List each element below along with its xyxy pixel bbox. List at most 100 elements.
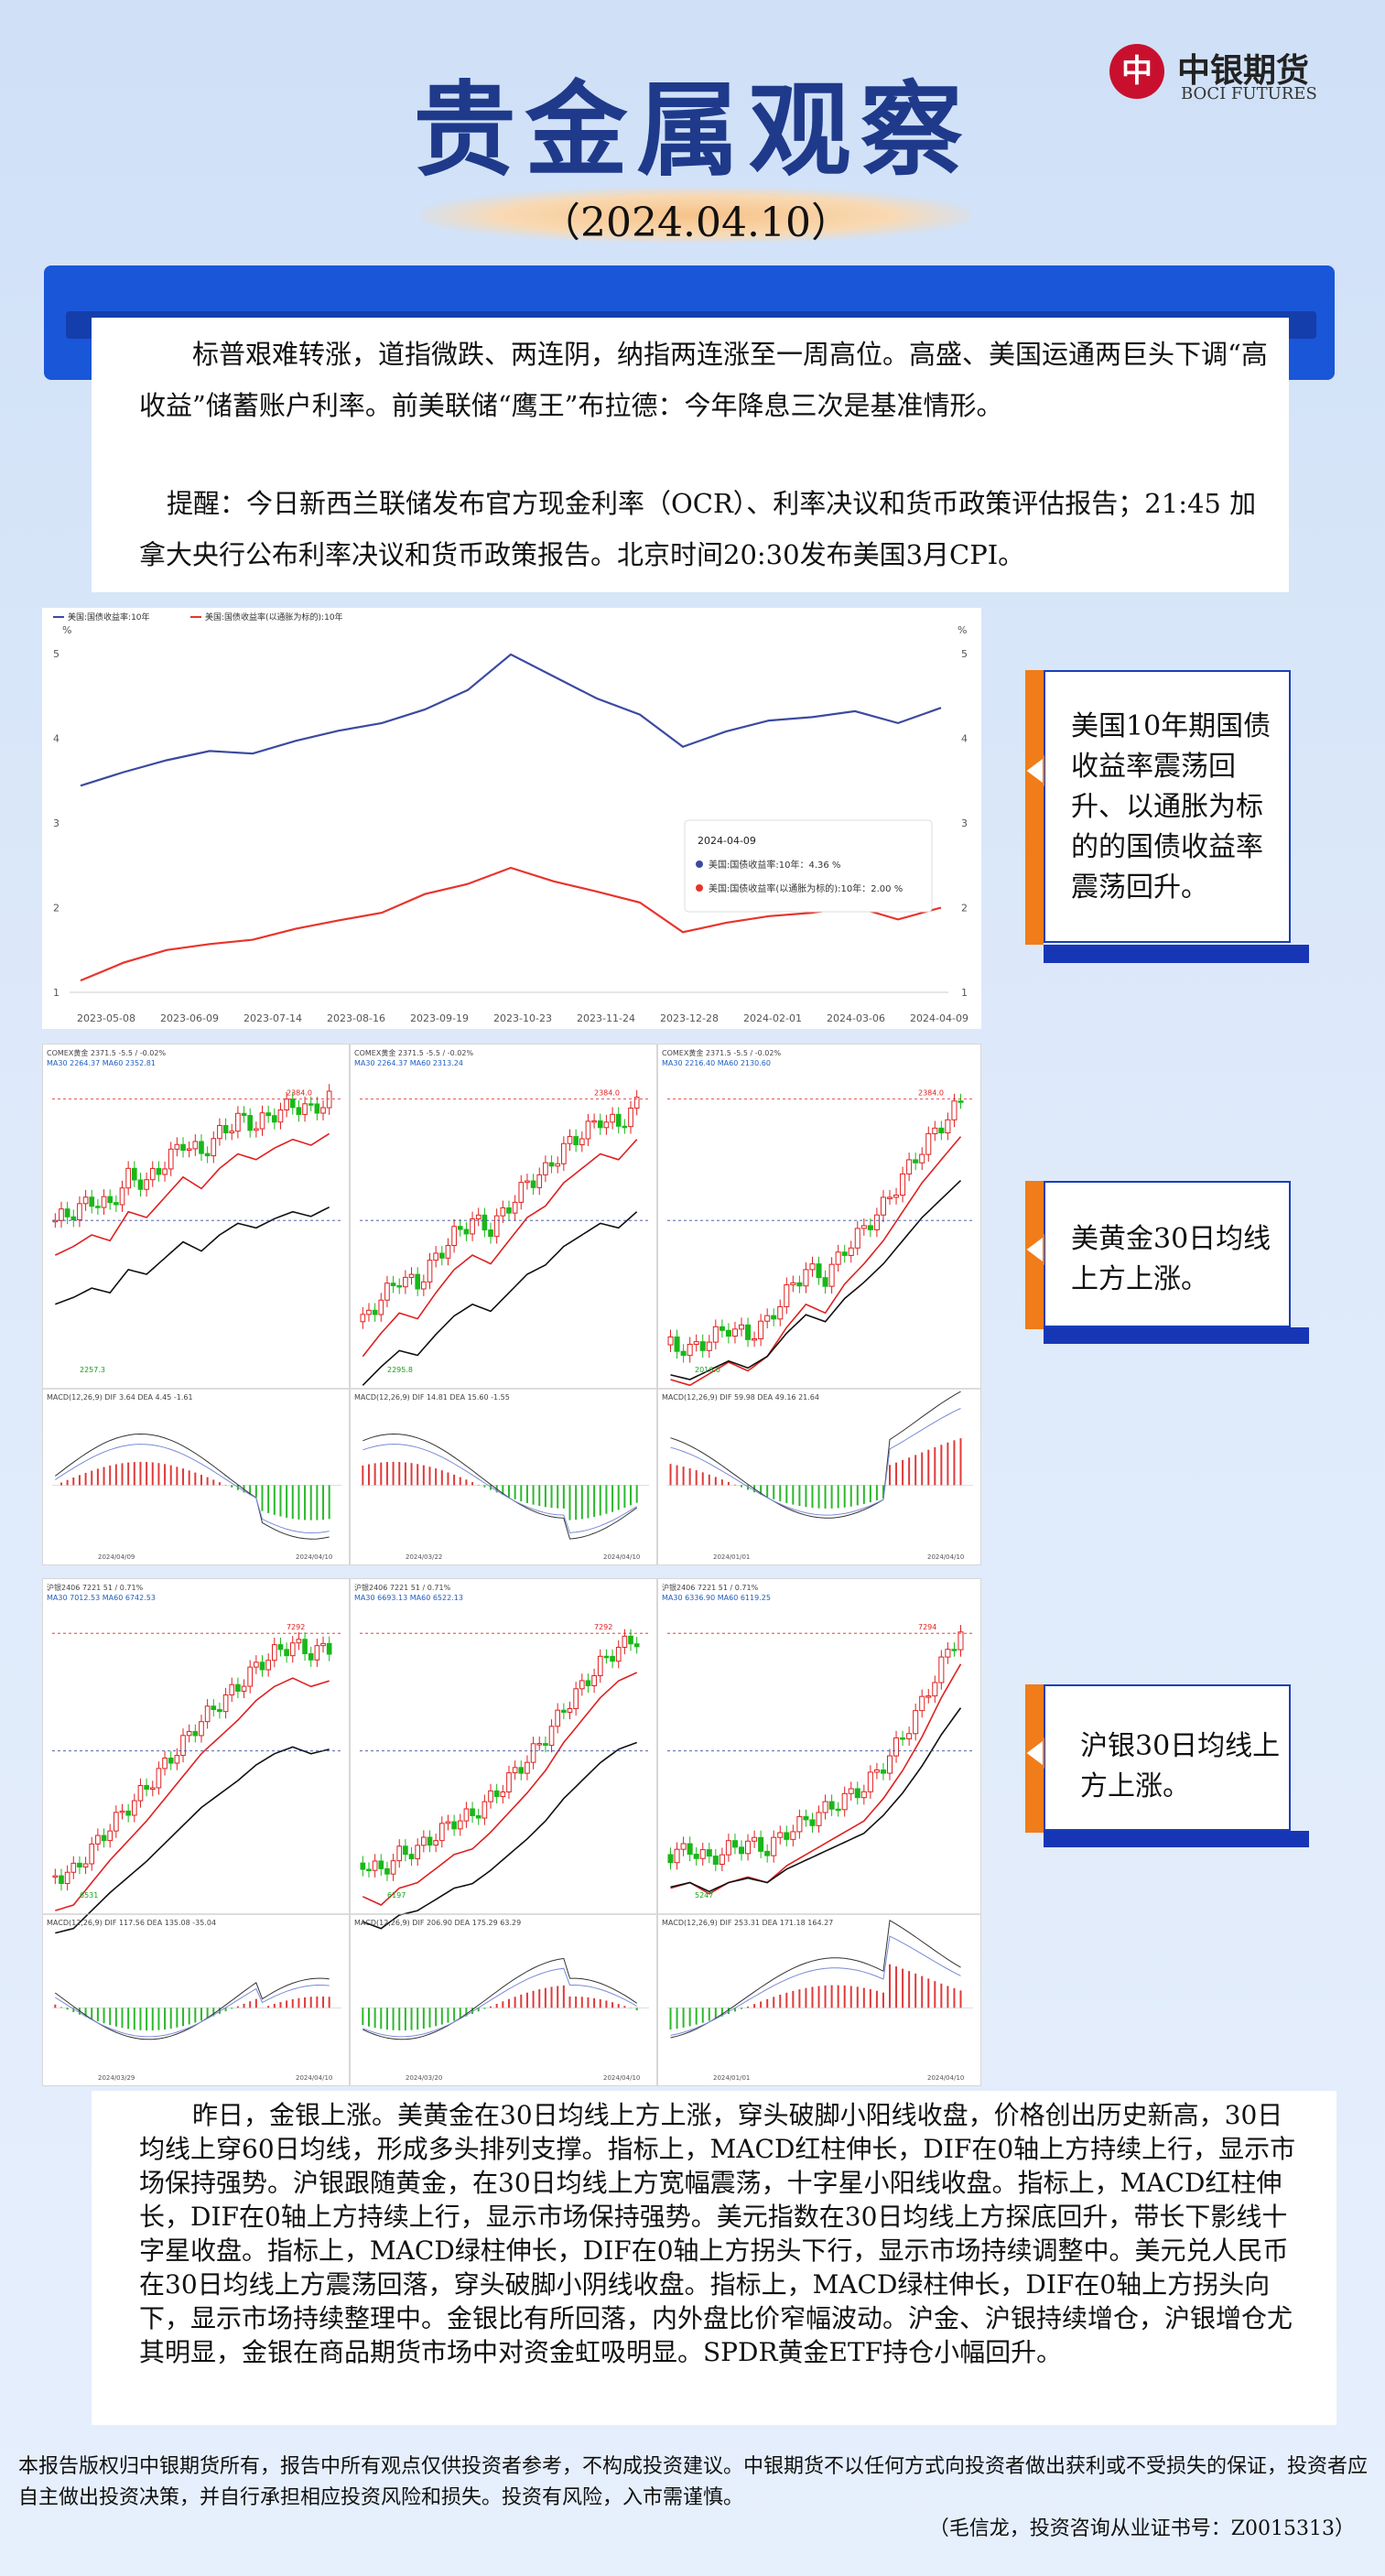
macd-bar <box>869 1485 871 1503</box>
label-high: 2384.0 <box>918 1088 944 1097</box>
panel-header: 沪银2406 7221 51 / 0.71% <box>47 1584 144 1592</box>
macd-bar <box>465 2008 468 2017</box>
macd-bar <box>447 2008 449 2023</box>
macd-bar <box>817 1986 820 2008</box>
macd-bar <box>824 1985 827 2008</box>
macd-bar <box>611 2002 614 2008</box>
candle-body <box>302 1639 308 1654</box>
candle-body <box>597 1120 603 1129</box>
dea-line <box>362 1967 637 2038</box>
macd-bar <box>837 1485 839 1509</box>
macd-bar <box>291 1998 294 2008</box>
company-logo: 中 中银期货 BOCI FUTURES <box>1109 40 1357 109</box>
macd-bar <box>914 1973 917 2008</box>
candle-body <box>860 1791 867 1799</box>
macd-bar <box>921 1452 924 1486</box>
candle-body <box>913 1710 919 1735</box>
candle-body <box>482 1214 488 1231</box>
candle-body <box>180 1143 186 1152</box>
candle-body <box>77 1862 82 1867</box>
candle-body <box>360 1314 366 1323</box>
tooltip-dot-1 <box>696 860 703 868</box>
dif-line <box>55 1977 330 2040</box>
candle-body <box>149 1787 156 1791</box>
candle-body <box>951 1649 958 1651</box>
macd-bar <box>188 2008 190 2025</box>
macd-bar <box>676 2008 678 2029</box>
note-gold-text: 美黄金30日均线上方上涨。 <box>1071 1223 1271 1295</box>
macd-bar <box>254 1485 257 1498</box>
candle-body <box>384 1867 390 1875</box>
candle-body <box>674 1848 680 1864</box>
macd-bar <box>224 2008 227 2012</box>
candle-body <box>880 1196 886 1216</box>
macd-bar <box>568 1485 571 1521</box>
candle-body <box>131 1800 137 1816</box>
candle-body <box>745 1840 752 1855</box>
candle-body <box>536 1743 543 1746</box>
candle-body <box>803 1815 809 1821</box>
date-left: 2024/03/29 <box>98 2074 135 2082</box>
macd-bar <box>188 1470 190 1486</box>
candle-body <box>873 1214 880 1230</box>
macd-bar <box>410 1463 413 1486</box>
macd-bar <box>927 1978 930 2008</box>
macd-bar <box>617 2004 620 2008</box>
candle-body <box>873 1770 880 1773</box>
x-tick-label: 2023-07-14 <box>243 1012 302 1024</box>
macd-bar <box>206 2008 209 2019</box>
macd-bar <box>779 1995 782 2008</box>
candle-body <box>125 1167 131 1189</box>
macd-bar <box>279 1485 282 1517</box>
alert-paragraph: 提醒：今日新西兰联储发布官方现金利率（OCR）、利率决议和货币政策评估报告；21… <box>139 488 1257 570</box>
candle-body <box>518 1767 525 1774</box>
macd-bar <box>279 2002 282 2008</box>
date-left: 2024/01/01 <box>713 1553 750 1561</box>
candle-body <box>162 1168 168 1175</box>
candle-body <box>403 1845 408 1856</box>
label-high: 7294 <box>918 1623 936 1631</box>
macd-bar <box>367 2008 370 2027</box>
ma30-line <box>54 1132 330 1256</box>
candle-panel-2: COMEX黄金 2371.5 -5.5 / -0.02% MA30 2264.37… <box>350 1044 657 1565</box>
candle-body <box>628 1635 633 1645</box>
macd-bar <box>811 1485 814 1509</box>
candle-body <box>59 1208 64 1221</box>
candle-body <box>822 1277 828 1287</box>
macd-bar <box>798 1485 801 1507</box>
macd-bar <box>121 1463 124 1486</box>
macd-bar <box>773 1485 775 1499</box>
macd-bar <box>538 1485 541 1507</box>
candle-body <box>314 1103 320 1114</box>
candle-body <box>758 1836 764 1852</box>
candle-body <box>457 1820 463 1830</box>
candle-body <box>372 1309 378 1315</box>
dea-line <box>362 1444 637 1533</box>
candle-body <box>712 1856 719 1865</box>
candle-body <box>796 1282 803 1287</box>
macd-bar <box>934 1446 936 1486</box>
macd-readout: MACD(12,26,9) DIF 14.81 DEA 15.60 -1.55 <box>354 1393 510 1402</box>
macd-bar <box>273 2004 276 2008</box>
candle-body <box>199 1721 204 1737</box>
candle-body <box>156 1768 162 1789</box>
macd-bar <box>422 1465 425 1486</box>
candle-body <box>500 1207 506 1217</box>
candle-body <box>585 1120 591 1140</box>
candle-body <box>174 1755 180 1764</box>
macd-bar <box>580 1997 583 2008</box>
candle-body <box>610 1113 615 1123</box>
note-yield: 美国10年期国债收益率震荡回升、以通胀为标的的国债收益率震荡回升。 <box>1025 670 1309 963</box>
candle-body <box>803 1269 809 1287</box>
macd-bar <box>66 2008 69 2010</box>
candle-body <box>70 1216 77 1220</box>
macd-readout: MACD(12,26,9) DIF 206.90 DEA 175.29 63.2… <box>354 1919 521 1927</box>
macd-bar <box>940 1445 943 1486</box>
candle-body <box>603 1655 610 1659</box>
candle-body <box>421 1836 427 1846</box>
candle-body <box>693 1854 699 1859</box>
macd-bar <box>54 2004 57 2008</box>
candle-body <box>217 1124 222 1140</box>
macd-bar <box>908 1457 911 1486</box>
candle-body <box>680 1843 687 1850</box>
